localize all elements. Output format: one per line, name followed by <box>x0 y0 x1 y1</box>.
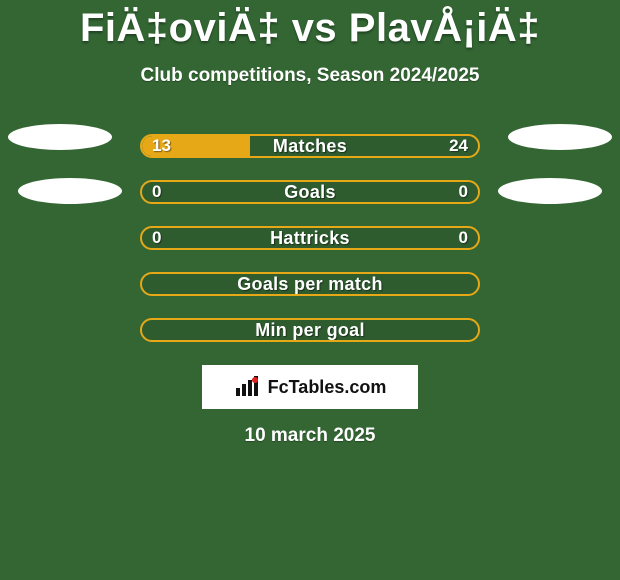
bars-icon <box>234 376 262 398</box>
stat-label: Hattricks <box>142 228 478 248</box>
stat-row: 0 Hattricks 0 <box>0 215 620 261</box>
comparison-card: FiÄ‡oviÄ‡ vs PlavÅ¡iÄ‡ Club competitions… <box>0 0 620 447</box>
stat-bar: Min per goal <box>140 318 480 342</box>
stat-label: Min per goal <box>142 320 478 340</box>
page-title: FiÄ‡oviÄ‡ vs PlavÅ¡iÄ‡ <box>0 6 620 51</box>
stat-label: Goals <box>142 182 478 202</box>
branding-banner: FcTables.com <box>202 365 418 409</box>
stat-bar: 0 Hattricks 0 <box>140 226 480 250</box>
stat-row: Min per goal <box>0 307 620 353</box>
stat-bar: 13 Matches 24 <box>140 134 480 158</box>
stat-label: Matches <box>142 136 478 156</box>
stat-rows: 13 Matches 24 0 Goals 0 0 Hattricks 0 Go… <box>0 123 620 353</box>
stat-value-right: 24 <box>449 136 468 156</box>
date-label: 10 march 2025 <box>0 425 620 447</box>
branding-text: FcTables.com <box>268 377 387 398</box>
page-subtitle: Club competitions, Season 2024/2025 <box>0 65 620 87</box>
stat-row: 0 Goals 0 <box>0 169 620 215</box>
stat-bar: 0 Goals 0 <box>140 180 480 204</box>
stat-label: Goals per match <box>142 274 478 294</box>
stat-value-right: 0 <box>459 182 468 202</box>
stat-bar: Goals per match <box>140 272 480 296</box>
stat-value-right: 0 <box>459 228 468 248</box>
stat-row: Goals per match <box>0 261 620 307</box>
stat-row: 13 Matches 24 <box>0 123 620 169</box>
